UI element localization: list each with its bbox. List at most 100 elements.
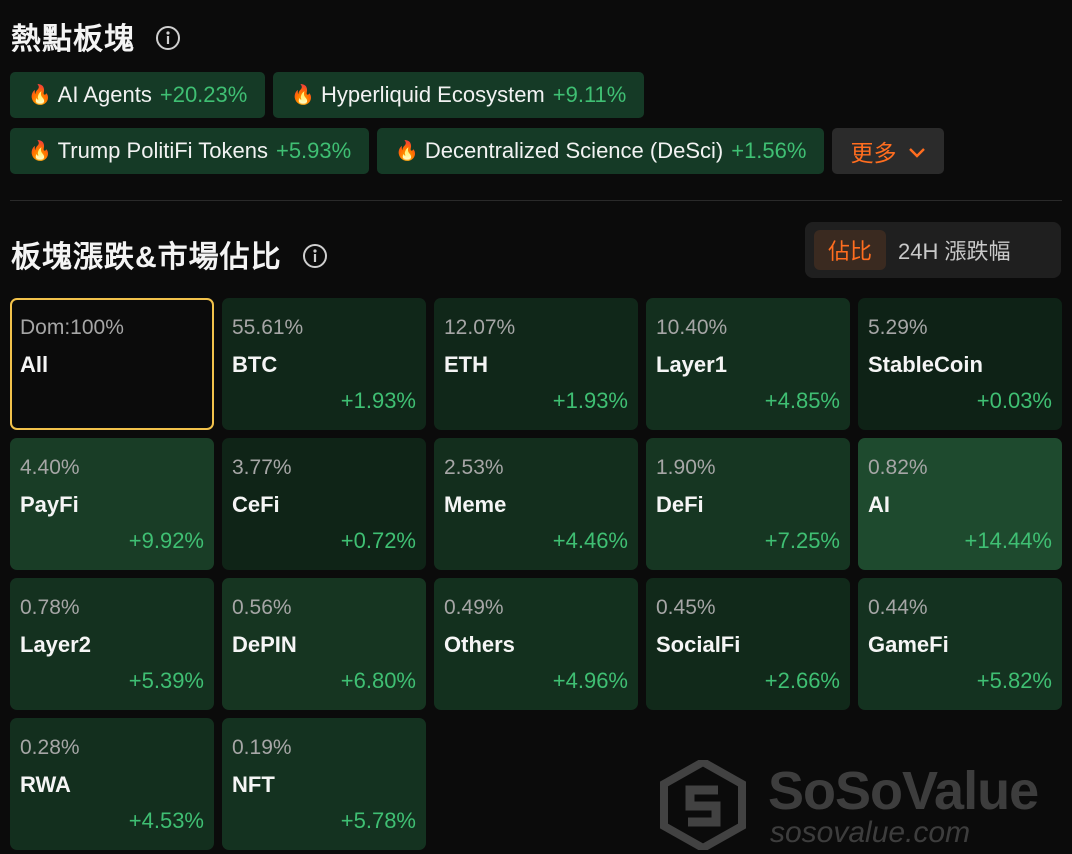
tile-change: +1.93% <box>552 388 628 413</box>
hot-sector-name: AI Agents <box>57 82 152 107</box>
tile-name: BTC <box>232 352 278 377</box>
tile-change: +4.96% <box>552 668 628 693</box>
sector-tile[interactable]: 5.29% StableCoin +0.03% <box>858 298 1062 430</box>
tile-change: +5.39% <box>128 668 204 693</box>
tile-share: 0.49% <box>444 596 504 619</box>
tile-share: 0.44% <box>868 596 928 619</box>
tile-name: Meme <box>444 492 507 517</box>
sector-tile[interactable]: 0.44% GameFi +5.82% <box>858 578 1062 710</box>
tile-change: +4.46% <box>552 528 628 553</box>
more-button[interactable]: 更多 <box>832 128 945 174</box>
tile-change: +2.66% <box>764 668 840 693</box>
tile-name: AI <box>868 492 890 517</box>
hot-sectors-title: 熱點板塊 <box>11 23 135 56</box>
fire-icon: 🔥 <box>291 85 315 106</box>
tile-change: +0.72% <box>340 528 416 553</box>
tile-share: 1.90% <box>656 456 716 479</box>
hot-sector-name: Trump PolitiFi Tokens <box>57 138 268 163</box>
hot-tags-row: 🔥 AI Agents +20.23% 🔥 Hyperliquid Ecosystem +… <box>10 72 1070 118</box>
tile-change: +14.44% <box>964 528 1052 553</box>
sector-tile[interactable]: 1.90% DeFi +7.25% <box>646 438 850 570</box>
fire-icon: 🔥 <box>28 85 52 106</box>
sector-grid: Dom:100% All 55.61% BTC +1.93% 12.07% ETH +1.93… <box>10 298 1062 850</box>
tile-share: 0.56% <box>232 596 292 619</box>
hot-sector-tag[interactable]: 🔥 Trump PolitiFi Tokens +5.93% <box>10 128 370 174</box>
tile-change: +7.25% <box>764 528 840 553</box>
sector-tile[interactable]: 10.40% Layer1 +4.85% <box>646 298 850 430</box>
tile-share: 10.40% <box>656 316 728 339</box>
more-label: 更多 <box>850 140 897 166</box>
tile-name: Layer1 <box>656 352 727 377</box>
tile-name: CeFi <box>232 492 280 517</box>
tile-share: 0.45% <box>656 596 716 619</box>
sector-tile[interactable]: 0.78% Layer2 +5.39% <box>10 578 214 710</box>
hot-sector-change: +20.23% <box>159 82 248 107</box>
hot-sector-tag[interactable]: 🔥 Hyperliquid Ecosystem +9.11% <box>273 72 645 118</box>
hot-tags-row: 🔥 Trump PolitiFi Tokens +5.93% 🔥 Decentraliz… <box>10 128 1070 174</box>
sector-tile[interactable]: 12.07% ETH +1.93% <box>434 298 638 430</box>
hot-sector-change: +5.93% <box>275 138 352 163</box>
sector-tile-all[interactable]: Dom:100% All <box>10 298 214 430</box>
tile-name: DePIN <box>232 632 297 657</box>
tile-change: +5.82% <box>976 668 1052 693</box>
tile-name: StableCoin <box>868 352 983 377</box>
sector-tile[interactable]: 0.28% RWA +4.53% <box>10 718 214 850</box>
tile-share: 3.77% <box>232 456 292 479</box>
hot-sector-tags: 🔥 AI Agents +20.23% 🔥 Hyperliquid Ecosystem +… <box>10 72 1070 184</box>
tile-share: 4.40% <box>20 456 80 479</box>
tile-share: 0.82% <box>868 456 928 479</box>
tile-name: RWA <box>20 772 71 797</box>
sector-tile[interactable]: 4.40% PayFi +9.92% <box>10 438 214 570</box>
tile-name: All <box>20 352 49 377</box>
tile-change: +4.53% <box>128 808 204 833</box>
tile-change: +1.93% <box>340 388 416 413</box>
toggle-share[interactable]: 佔比 <box>814 230 887 270</box>
sector-tile[interactable]: 0.45% SocialFi +2.66% <box>646 578 850 710</box>
hot-sector-name: Decentralized Science (DeSci) <box>424 138 724 163</box>
info-icon[interactable] <box>302 243 327 268</box>
sector-tile[interactable]: 2.53% Meme +4.46% <box>434 438 638 570</box>
sector-tile[interactable]: 0.56% DePIN +6.80% <box>222 578 426 710</box>
tile-name: Layer2 <box>20 632 91 657</box>
tile-change: +0.03% <box>976 388 1052 413</box>
tile-share: 5.29% <box>868 316 928 339</box>
tile-share: 2.53% <box>444 456 504 479</box>
tile-share: Dom:100% <box>20 316 124 339</box>
sosovalue-logo-icon <box>660 757 746 854</box>
watermark-url: sosovalue.com <box>770 816 971 849</box>
tile-name: NFT <box>232 772 275 797</box>
tile-share: 0.19% <box>232 736 292 759</box>
hot-sector-tag[interactable]: 🔥 Decentralized Science (DeSci) +1.56% <box>377 128 825 174</box>
tile-name: PayFi <box>20 492 79 517</box>
tile-change: +9.92% <box>128 528 204 553</box>
tile-name: DeFi <box>656 492 704 517</box>
divider <box>10 200 1062 201</box>
hot-sectors-header: 熱點板塊 <box>11 14 180 58</box>
tile-name: Others <box>444 632 515 657</box>
tile-name: GameFi <box>868 632 949 657</box>
hot-sector-change: +1.56% <box>731 138 807 163</box>
tile-share: 55.61% <box>232 316 304 339</box>
metric-toggle: 佔比 24H 漲跌幅 <box>805 222 1061 278</box>
tile-name: ETH <box>444 352 488 377</box>
sector-tile[interactable]: 0.82% AI +14.44% <box>858 438 1062 570</box>
watermark: SoSoValue sosovalue.com <box>660 757 1065 853</box>
hot-sector-tag[interactable]: 🔥 AI Agents +20.23% <box>10 72 266 118</box>
sector-tile[interactable]: 3.77% CeFi +0.72% <box>222 438 426 570</box>
tile-share: 0.28% <box>20 736 80 759</box>
tile-share: 12.07% <box>444 316 516 339</box>
hot-sector-change: +9.11% <box>552 82 627 107</box>
sector-tile[interactable]: 55.61% BTC +1.93% <box>222 298 426 430</box>
sector-share-title: 板塊漲跌&市場佔比 <box>11 241 282 274</box>
sector-share-header: 板塊漲跌&市場佔比 <box>11 232 327 276</box>
tile-share: 0.78% <box>20 596 80 619</box>
tile-change: +4.85% <box>764 388 840 413</box>
watermark-brand: SoSoValue <box>768 761 1039 821</box>
sector-tile[interactable]: 0.49% Others +4.96% <box>434 578 638 710</box>
tile-name: SocialFi <box>656 632 741 657</box>
sector-tile[interactable]: 0.19% NFT +5.78% <box>222 718 426 850</box>
fire-icon: 🔥 <box>28 141 52 162</box>
info-icon[interactable] <box>155 25 180 50</box>
toggle-24h-change[interactable]: 24H 漲跌幅 <box>898 239 1011 264</box>
